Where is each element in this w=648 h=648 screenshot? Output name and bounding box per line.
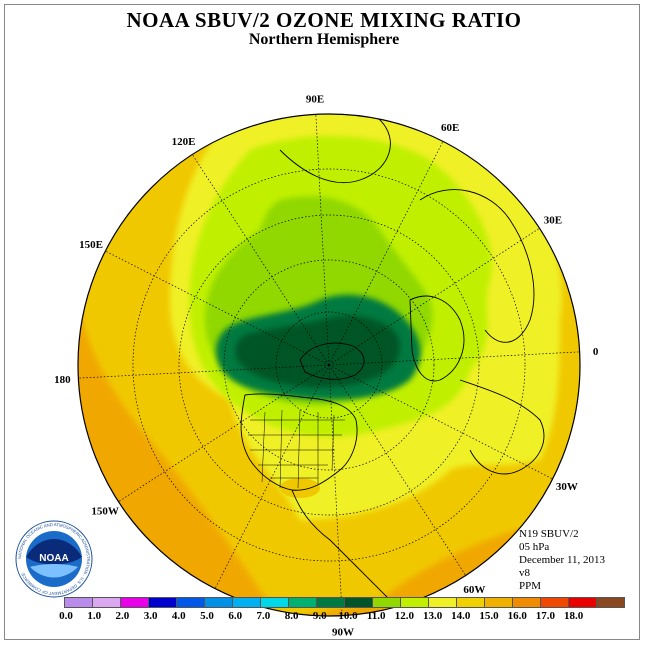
units-label: PPM bbox=[519, 580, 542, 592]
contour-9 bbox=[235, 315, 400, 388]
color-scale-tick-label: 17.0 bbox=[535, 610, 556, 622]
latitude-circle-70 bbox=[223, 259, 435, 471]
color-scale-box bbox=[316, 597, 345, 608]
ozone-field bbox=[78, 114, 580, 616]
color-scale-box bbox=[120, 597, 149, 608]
noaa-logo: NOAA NATIONAL OCEANIC AND ATMOSPHERIC AD… bbox=[15, 520, 93, 598]
map-title: NOAA SBUV/2 OZONE MIXING RATIO bbox=[126, 8, 522, 32]
longitude-label: 60W bbox=[463, 584, 485, 596]
longitude-label: 120E bbox=[172, 136, 196, 148]
state-borders bbox=[248, 409, 345, 489]
color-scale-box bbox=[204, 597, 233, 608]
longitude-label: 30E bbox=[544, 215, 562, 227]
map-subtitle: Northern Hemisphere bbox=[248, 31, 400, 48]
version-label: v8 bbox=[519, 567, 530, 579]
color-scale-tick-label: 16.0 bbox=[507, 610, 527, 622]
color-scale-tick-label: 10.0 bbox=[338, 610, 358, 622]
color-scale-box bbox=[176, 597, 205, 608]
graticule bbox=[78, 114, 580, 616]
color-scale-tick-label: 2.0 bbox=[115, 610, 130, 622]
longitude-label: 60E bbox=[441, 122, 459, 134]
longitude-label: 90W bbox=[332, 627, 354, 639]
color-scale-tick-label: 7.0 bbox=[256, 610, 271, 622]
contour-patch-west bbox=[92, 262, 108, 274]
color-scale-tick-label: 13.0 bbox=[422, 610, 443, 622]
color-scale-box bbox=[428, 597, 457, 608]
color-scale-box bbox=[344, 597, 373, 608]
latitude-circle-60 bbox=[178, 214, 480, 516]
color-scale-box bbox=[456, 597, 485, 608]
color-scale-tick-label: 4.0 bbox=[171, 610, 186, 622]
longitude-label: 180 bbox=[54, 374, 71, 386]
color-scale-bar bbox=[64, 597, 625, 608]
color-scale-tick-label: 11.0 bbox=[366, 610, 386, 622]
longitude-label: 0 bbox=[593, 346, 599, 358]
color-scale-box bbox=[288, 597, 317, 608]
longitude-label: 150E bbox=[79, 239, 103, 251]
color-scale-tick-label: 18.0 bbox=[563, 610, 584, 622]
contour-patch-south bbox=[280, 478, 320, 498]
color-scale-tick-label: 14.0 bbox=[451, 610, 471, 622]
color-scale-tick-label: 0.0 bbox=[59, 610, 73, 622]
color-scale-box bbox=[568, 597, 597, 608]
color-scale-box bbox=[400, 597, 429, 608]
satellite-label: N19 SBUV/2 bbox=[519, 528, 579, 540]
color-scale-box bbox=[540, 597, 569, 608]
color-scale-box bbox=[92, 597, 121, 608]
longitude-label: 90E bbox=[306, 93, 324, 105]
longitude-label: 150W bbox=[91, 505, 119, 517]
color-scale-box bbox=[512, 597, 541, 608]
plot-frame bbox=[4, 4, 640, 640]
hemisphere-boundary bbox=[77, 113, 581, 617]
noaa-logo-text: NOAA bbox=[39, 553, 68, 564]
latitude-circle-50 bbox=[132, 168, 526, 562]
latitude-circle-80 bbox=[275, 311, 383, 419]
color-scale-tick-label: 8.0 bbox=[284, 610, 299, 622]
color-scale-tick-label: 12.0 bbox=[394, 610, 415, 622]
color-scale-box bbox=[64, 597, 93, 608]
color-scale-tick-label: 1.0 bbox=[87, 610, 102, 622]
color-scale-tick-label: 9.0 bbox=[312, 610, 327, 622]
product-info: N19 SBUV/2 05 hPa December 11, 2013 v8 P… bbox=[519, 528, 605, 593]
color-scale-tick-label: 5.0 bbox=[200, 610, 214, 622]
color-scale-tick-label: 15.0 bbox=[479, 610, 499, 622]
color-scale-box bbox=[232, 597, 261, 608]
color-scale-box bbox=[596, 597, 625, 608]
color-scale-box bbox=[260, 597, 289, 608]
pressure-level-label: 05 hPa bbox=[519, 541, 550, 553]
color-scale-tick-label: 6.0 bbox=[228, 610, 243, 622]
color-scale-tick-label: 3.0 bbox=[143, 610, 158, 622]
color-scale-box bbox=[484, 597, 513, 608]
date-label: December 11, 2013 bbox=[519, 554, 606, 566]
longitude-label: 30W bbox=[556, 481, 578, 493]
color-scale-box bbox=[372, 597, 401, 608]
color-scale-box bbox=[148, 597, 177, 608]
